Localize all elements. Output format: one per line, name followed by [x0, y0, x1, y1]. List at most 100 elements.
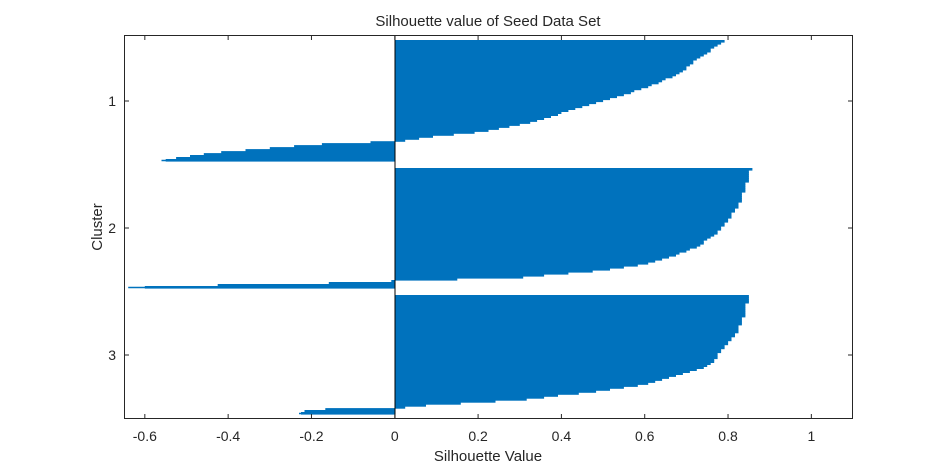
- silhouette-bar: [394, 73, 676, 77]
- silhouette-bar: [394, 238, 708, 241]
- silhouette-bar: [394, 340, 729, 344]
- silhouette-bar: [394, 378, 663, 381]
- x-tick-label: -0.2: [299, 428, 323, 444]
- silhouette-bar: [394, 55, 701, 59]
- silhouette-bar: [394, 376, 669, 379]
- silhouette-bar: [394, 320, 742, 324]
- silhouette-bar: [394, 188, 746, 191]
- silhouette-bar: [394, 336, 732, 340]
- silhouette-bar: [394, 95, 617, 99]
- silhouette-bar: [394, 194, 742, 197]
- silhouette-bar: [394, 338, 732, 342]
- silhouette-bar: [394, 129, 489, 132]
- cluster-3-bars: [299, 295, 749, 415]
- silhouette-bar: [394, 370, 690, 373]
- silhouette-bar: [394, 103, 590, 107]
- x-tick-label: 0.4: [552, 428, 572, 444]
- silhouette-bar: [394, 79, 663, 83]
- silhouette-bar: [394, 121, 531, 124]
- silhouette-bar: [394, 396, 545, 399]
- silhouette-bar: [394, 184, 746, 187]
- silhouette-bar: [394, 358, 715, 362]
- silhouette-bar: [394, 127, 499, 130]
- silhouette-bar: [245, 149, 395, 152]
- silhouette-bar: [394, 372, 683, 375]
- silhouette-bar: [394, 344, 725, 348]
- silhouette-bar: [394, 272, 569, 275]
- silhouette-bar: [394, 348, 722, 352]
- x-tick-label: 0.2: [468, 428, 488, 444]
- silhouette-bar: [394, 318, 742, 322]
- silhouette-bar: [394, 246, 697, 249]
- silhouette-bar: [394, 250, 687, 253]
- silhouette-bar: [394, 346, 725, 350]
- silhouette-bar: [190, 155, 395, 158]
- silhouette-bar: [394, 210, 735, 213]
- silhouette-bar: [394, 216, 732, 219]
- silhouette-bar: [394, 312, 746, 316]
- silhouette-bar: [394, 208, 735, 211]
- silhouette-bar: [217, 284, 395, 287]
- silhouette-bar: [394, 133, 454, 136]
- silhouette-bar: [394, 81, 659, 85]
- silhouette-bar: [394, 390, 597, 393]
- x-tick-label: -0.6: [133, 428, 157, 444]
- silhouette-bar: [394, 99, 604, 103]
- cluster-bars: [128, 40, 753, 415]
- silhouette-bar: [394, 75, 673, 79]
- silhouette-bar: [394, 69, 683, 73]
- silhouette-bar: [394, 334, 735, 338]
- cluster-1-bars: [161, 40, 725, 162]
- silhouette-bar: [394, 214, 732, 217]
- silhouette-bar: [394, 352, 718, 356]
- silhouette-bar: [394, 212, 732, 215]
- silhouette-bar: [394, 220, 729, 223]
- silhouette-bar: [394, 123, 520, 126]
- silhouette-bar: [394, 306, 746, 310]
- silhouette-bar: [394, 382, 649, 385]
- silhouette-bar: [394, 105, 583, 109]
- silhouette-bar: [394, 314, 746, 318]
- silhouette-bar: [394, 222, 725, 225]
- silhouette-bar: [394, 262, 649, 265]
- silhouette-bar: [394, 248, 690, 251]
- silhouette-bar: [394, 49, 711, 53]
- silhouette-bar: [394, 97, 610, 101]
- silhouette-bar: [394, 236, 711, 239]
- x-axis-ticks: -0.6 -0.4 -0.2 0 0.2 0.4 0.6 0.8 1: [133, 35, 815, 444]
- silhouette-bar: [394, 260, 656, 263]
- silhouette-bar: [394, 278, 458, 281]
- silhouette-bar: [394, 244, 701, 247]
- silhouette-bar: [394, 266, 624, 269]
- silhouette-bar: [394, 192, 742, 195]
- silhouette-bar: [394, 85, 649, 89]
- axes-box: [124, 35, 853, 419]
- silhouette-bar: [203, 153, 395, 156]
- silhouette-bar: [394, 135, 433, 138]
- silhouette-bar: [394, 202, 739, 205]
- silhouette-bar: [394, 299, 749, 302]
- silhouette-bar: [394, 47, 711, 51]
- y-axis-ticks: 1 2 3: [108, 93, 853, 363]
- silhouette-bar: [394, 406, 406, 409]
- silhouette-bar: [394, 264, 638, 267]
- silhouette-bar: [394, 356, 718, 360]
- silhouette-bar: [394, 368, 697, 371]
- silhouette-bar: [394, 330, 739, 334]
- silhouette-bar: [394, 182, 746, 185]
- y-axis-label: Cluster: [89, 203, 106, 251]
- silhouette-bar: [394, 93, 624, 97]
- silhouette-bar: [394, 256, 669, 259]
- silhouette-bar: [394, 57, 697, 61]
- silhouette-bar: [394, 400, 496, 403]
- silhouette-bar: [394, 394, 558, 397]
- silhouette-bar: [394, 268, 610, 271]
- x-tick-label: 0: [391, 428, 399, 444]
- x-tick-label: 0.8: [718, 428, 738, 444]
- silhouette-bar: [394, 240, 704, 243]
- silhouette-bar: [394, 115, 551, 118]
- silhouette-bar: [394, 398, 527, 401]
- silhouette-bar: [394, 53, 704, 57]
- silhouette-bar: [394, 59, 694, 63]
